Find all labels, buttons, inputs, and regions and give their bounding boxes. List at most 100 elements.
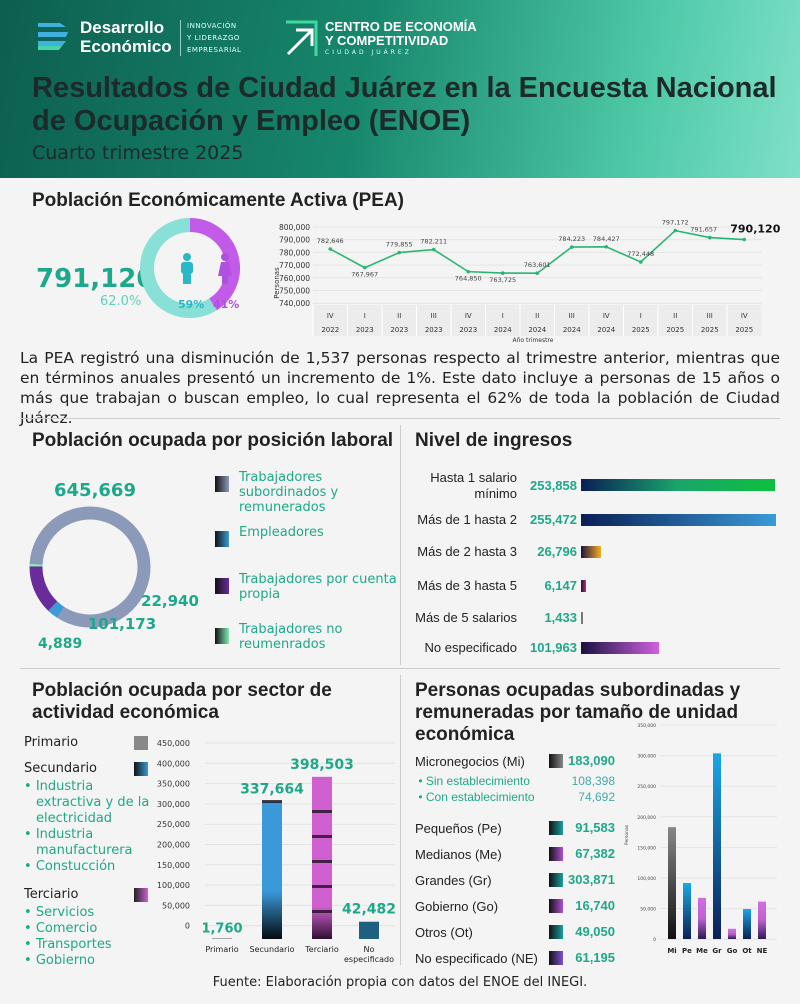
x-quarter: IV (603, 312, 610, 320)
bar-segment (312, 885, 332, 888)
y-tick: 760,000 (279, 274, 310, 283)
x-quarter: IV (465, 312, 472, 320)
data-point (707, 235, 712, 240)
x-quarter: I (640, 312, 642, 320)
x-label: Gr (712, 947, 722, 955)
y-tick: 200,000 (157, 841, 190, 850)
legend-label: Trabajadores no reumenrados (239, 622, 343, 652)
income-chart: Hasta 1 salario mínimo 253,858 Más de 1 ha… (405, 470, 800, 660)
women-arc (189, 218, 240, 311)
bar-segment (312, 810, 332, 813)
unit-swatch (549, 821, 563, 835)
x-year: 2025 (735, 326, 753, 334)
slice (48, 601, 65, 618)
unit-bar (698, 897, 706, 939)
unit-value: 91,583 (575, 820, 615, 835)
data-point (742, 237, 747, 242)
divider (400, 675, 401, 965)
source-footer: Fuente: Elaboración propia con datos del… (212, 975, 588, 990)
unit-value: 303,871 (568, 872, 615, 887)
slice (29, 566, 58, 611)
income-bar (581, 580, 586, 592)
legend-label: Empleadores (239, 525, 324, 540)
unit-label: Medianos (Me) (415, 847, 502, 862)
x-quarter: III (431, 312, 437, 320)
y-tick: 790,000 (279, 236, 310, 245)
page-subtitle: Cuarto trimestre 2025 (32, 142, 244, 164)
sector-legend: Primario Secundario • Industria extracti… (24, 735, 150, 968)
y-tick: 300,000 (637, 754, 656, 760)
divider (20, 418, 780, 419)
x-quarter: II (535, 312, 539, 320)
income-label: Más de 2 hasta 3 (417, 544, 517, 559)
page-title: Resultados de Ciudad Juárez en la Encues… (32, 72, 777, 137)
income-bar (581, 479, 775, 491)
income-value: 1,433 (544, 610, 577, 625)
income-bar (581, 546, 602, 558)
x-quarter: III (707, 312, 713, 320)
bar-segment (262, 800, 282, 803)
slice-label: 4,889 (38, 636, 82, 652)
bar-value: 1,760 (201, 921, 242, 936)
unit-row: Gobierno (Go) 16,740 (415, 897, 615, 917)
woman-icon (218, 253, 232, 284)
unit-label: Otros (Ot) (415, 925, 473, 940)
sector-bar-chart: 450,000 400,000 350,000 300,000 250,000 200,0… (157, 739, 396, 964)
bar-segment (312, 860, 332, 863)
y-tick: 400,000 (157, 759, 190, 768)
y-tick: 740,000 (279, 299, 310, 308)
bar-segment (312, 835, 332, 838)
x-year: 2024 (563, 326, 581, 334)
unit-label: Micronegocios (Mi) (415, 754, 525, 769)
unit-swatch (549, 925, 563, 939)
unit-value: 61,195 (575, 950, 615, 965)
y-tick: 250,000 (637, 784, 656, 790)
data-point (362, 265, 367, 270)
income-bar (581, 612, 583, 624)
y-tick: 200,000 (637, 815, 656, 821)
legend-secundario: Secundario (24, 761, 98, 776)
divider (400, 425, 401, 665)
x-quarter: IV (327, 312, 334, 320)
logo-tagline: INNOVACIÓN Y LIDERAZGO EMPRESARIAL (180, 20, 241, 56)
unit-swatch (549, 754, 563, 768)
pea-total: 791,120 (36, 264, 155, 294)
logo-city: CIUDAD JUÁREZ (325, 49, 412, 56)
legend-swatch (215, 628, 229, 644)
data-point (535, 271, 540, 276)
sector-bar (262, 801, 282, 939)
bar-value: 398,503 (290, 757, 354, 773)
x-year: 2024 (494, 326, 512, 334)
bar-value: 42,482 (342, 902, 396, 918)
data-label: 763,601 (524, 261, 551, 269)
x-year: 2025 (666, 326, 684, 334)
y-tick: 150,000 (637, 845, 656, 851)
data-label: 784,427 (593, 235, 620, 243)
data-point (604, 244, 609, 249)
desarrollo-logo-icon (38, 23, 68, 50)
slice-label: 101,173 (88, 615, 156, 633)
unit-row: Micronegocios (Mi) 183,090 (415, 752, 615, 772)
y-tick: 450,000 (157, 739, 190, 748)
unit-bar (758, 901, 766, 939)
unit-label: Gobierno (Go) (415, 899, 499, 914)
x-quarter: II (397, 312, 401, 320)
income-value: 6,147 (544, 578, 577, 593)
unit-row: No especificado (NE) 61,195 (415, 949, 615, 969)
y-tick: 0 (185, 922, 190, 931)
unit-swatch (549, 847, 563, 861)
unit-label: Pequeños (Pe) (415, 821, 502, 836)
sector-title: Población ocupada por sector de activida… (32, 680, 332, 723)
legend-item: Trabajadores no reumenrados (215, 622, 400, 662)
y-tick: 750,000 (279, 287, 310, 296)
income-title: Nivel de ingresos (415, 430, 573, 451)
legend-item: Empleadores (215, 525, 400, 565)
x-label: Pe (682, 947, 692, 955)
unit-row: Otros (Ot) 49,050 (415, 923, 615, 943)
unit-value: 67,382 (575, 846, 615, 861)
legend-item: Trabajadores subordinados y remunerados (215, 470, 400, 515)
unit-row: Grandes (Gr) 303,871 (415, 871, 615, 891)
unit-row: Medianos (Me) 67,382 (415, 845, 615, 865)
data-label: 791,657 (690, 226, 717, 234)
y-axis-label: Personas (624, 824, 630, 845)
